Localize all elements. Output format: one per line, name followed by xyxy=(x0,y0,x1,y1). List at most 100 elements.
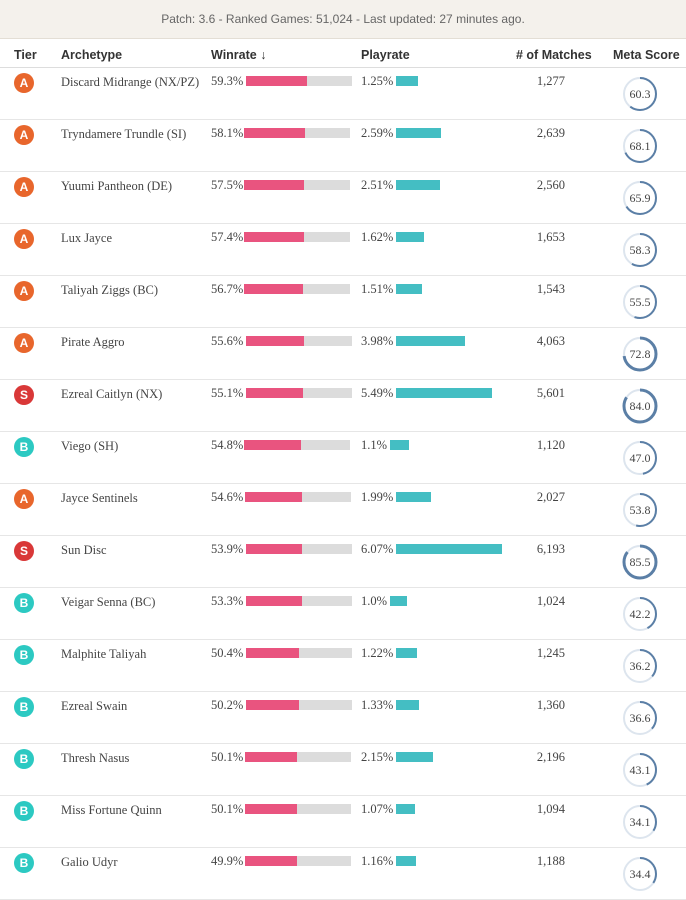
archetype-name[interactable]: Discard Midrange (NX/PZ) xyxy=(61,75,200,89)
winrate-bar xyxy=(244,128,350,138)
table-row[interactable]: A Pirate Aggro 55.6% 3.98% 4,063 72.8 xyxy=(0,328,686,380)
meta-score-ring-graphic xyxy=(623,701,657,735)
archetype-name[interactable]: Miss Fortune Quinn xyxy=(61,803,162,817)
archetype-name[interactable]: Taliyah Ziggs (BC) xyxy=(61,283,159,297)
meta-score-ring: 84.0 xyxy=(621,387,659,425)
playrate-bar xyxy=(396,544,502,554)
match-count: 6,193 xyxy=(536,542,565,556)
header-meta-score[interactable]: Meta Score xyxy=(613,48,680,62)
table-row[interactable]: B Thresh Nasus 50.1% 2.15% 2,196 43.1 xyxy=(0,744,686,796)
archetype-name[interactable]: Pirate Aggro xyxy=(61,335,125,349)
table-row[interactable]: B Miss Fortune Quinn 50.1% 1.07% 1,094 34.1 xyxy=(0,796,686,848)
meta-score-ring-graphic xyxy=(622,544,658,580)
header-tier[interactable]: Tier xyxy=(14,48,37,62)
match-count: 4,063 xyxy=(536,334,565,348)
winrate-value: 53.9% xyxy=(211,542,244,556)
tier-badge: A xyxy=(14,177,34,197)
stats-banner: Patch: 3.6 - Ranked Games: 51,024 - Last… xyxy=(0,0,686,39)
winrate-bar-fill xyxy=(244,180,305,190)
table-row[interactable]: B Galio Udyr 49.9% 1.16% 1,188 34.4 xyxy=(0,848,686,900)
archetype-name[interactable]: Viego (SH) xyxy=(61,439,119,453)
tier-badge: S xyxy=(14,541,34,561)
archetype-name[interactable]: Sun Disc xyxy=(61,543,107,557)
winrate-bar xyxy=(244,180,350,190)
table-row[interactable]: A Discard Midrange (NX/PZ) 59.3% 1.25% 1,277… xyxy=(0,68,686,120)
archetype-name[interactable]: Tryndamere Trundle (SI) xyxy=(61,127,187,141)
table-row[interactable]: B Ezreal Swain 50.2% 1.33% 1,360 36.6 xyxy=(0,692,686,744)
meta-score-ring-graphic xyxy=(622,336,658,372)
archetype-name[interactable]: Lux Jayce xyxy=(61,231,113,245)
meta-score-value: 42.2 xyxy=(629,606,651,621)
table-row[interactable]: B Viego (SH) 54.8% 1.1% 1,120 47.0 xyxy=(0,432,686,484)
winrate-bar-fill xyxy=(246,648,299,658)
meta-score-ring: 34.1 xyxy=(621,803,659,841)
archetype-name[interactable]: Veigar Senna (BC) xyxy=(61,595,156,609)
archetype-name[interactable]: Ezreal Swain xyxy=(61,699,128,713)
meta-score-value: 60.3 xyxy=(629,86,651,101)
winrate-value: 54.8% xyxy=(211,438,244,452)
tier-badge: B xyxy=(14,437,34,457)
table-row[interactable]: S Ezreal Caitlyn (NX) 55.1% 5.49% 5,601 84.0 xyxy=(0,380,686,432)
archetype-name[interactable]: Yuumi Pantheon (DE) xyxy=(61,179,173,193)
meta-score-ring-graphic xyxy=(623,493,657,527)
archetype-name[interactable]: Galio Udyr xyxy=(61,855,118,869)
winrate-value: 59.3% xyxy=(211,74,244,88)
playrate-value: 1.62% xyxy=(361,230,394,244)
playrate-bar xyxy=(396,336,466,346)
match-count: 1,120 xyxy=(536,438,565,452)
match-count: 1,277 xyxy=(536,74,565,88)
meta-score-ring: 72.8 xyxy=(621,335,659,373)
winrate-value: 58.1% xyxy=(211,126,244,140)
playrate-bar xyxy=(396,128,442,138)
archetype-name[interactable]: Malphite Taliyah xyxy=(61,647,147,661)
table-row[interactable]: A Jayce Sentinels 54.6% 1.99% 2,027 53.8 xyxy=(0,484,686,536)
meta-score-value: 85.5 xyxy=(629,554,651,569)
table-row[interactable]: B Veigar Senna (BC) 53.3% 1.0% 1,024 42.2 xyxy=(0,588,686,640)
playrate-value: 3.98% xyxy=(361,334,394,348)
playrate-value: 2.51% xyxy=(361,178,394,192)
header-playrate[interactable]: Playrate xyxy=(361,48,410,62)
playrate-bar xyxy=(396,648,418,658)
meta-score-value: 84.0 xyxy=(629,398,651,413)
playrate-bar xyxy=(396,804,415,814)
playrate-value: 1.07% xyxy=(361,802,394,816)
archetype-name[interactable]: Thresh Nasus xyxy=(61,751,130,765)
match-count: 2,639 xyxy=(536,126,565,140)
table-row[interactable]: B Malphite Taliyah 50.4% 1.22% 1,245 36.2 xyxy=(0,640,686,692)
meta-score-value: 55.5 xyxy=(629,294,651,309)
table-row[interactable]: A Yuumi Pantheon (DE) 57.5% 2.51% 2,560 65.9 xyxy=(0,172,686,224)
tier-badge: B xyxy=(14,749,34,769)
tier-badge: B xyxy=(14,697,34,717)
winrate-value: 56.7% xyxy=(211,282,244,296)
header-archetype[interactable]: Archetype xyxy=(61,48,123,62)
meta-score-ring-graphic xyxy=(623,129,657,163)
meta-score-ring-graphic xyxy=(623,285,657,319)
playrate-bar xyxy=(390,440,410,450)
meta-score-ring: 42.2 xyxy=(621,595,659,633)
tier-badge: B xyxy=(14,801,34,821)
playrate-value: 2.15% xyxy=(361,750,394,764)
playrate-bar xyxy=(396,180,440,190)
playrate-value: 1.51% xyxy=(361,282,394,296)
meta-score-ring-graphic xyxy=(623,441,657,475)
table-row[interactable]: A Lux Jayce 57.4% 1.62% 1,653 58.3 xyxy=(0,224,686,276)
meta-score-ring-graphic xyxy=(623,649,657,683)
meta-score-value: 58.3 xyxy=(629,242,651,257)
winrate-bar xyxy=(246,648,352,658)
archetype-name[interactable]: Ezreal Caitlyn (NX) xyxy=(61,387,163,401)
table-row[interactable]: S Sun Disc 53.9% 6.07% 6,193 85.5 xyxy=(0,536,686,588)
tier-badge: B xyxy=(14,593,34,613)
meta-score-ring-graphic xyxy=(623,181,657,215)
winrate-bar xyxy=(245,856,351,866)
table-row[interactable]: A Taliyah Ziggs (BC) 56.7% 1.51% 1,543 55.5 xyxy=(0,276,686,328)
tier-badge: A xyxy=(14,489,34,509)
archetype-name[interactable]: Jayce Sentinels xyxy=(61,491,138,505)
winrate-value: 54.6% xyxy=(211,490,244,504)
winrate-bar xyxy=(245,804,351,814)
match-count: 2,027 xyxy=(536,490,565,504)
header-matches[interactable]: # of Matches xyxy=(516,48,592,62)
winrate-bar xyxy=(245,492,351,502)
header-winrate[interactable]: Winrate ↓ xyxy=(211,48,267,62)
table-row[interactable]: A Tryndamere Trundle (SI) 58.1% 2.59% 2,639 6… xyxy=(0,120,686,172)
match-count: 1,188 xyxy=(536,854,565,868)
